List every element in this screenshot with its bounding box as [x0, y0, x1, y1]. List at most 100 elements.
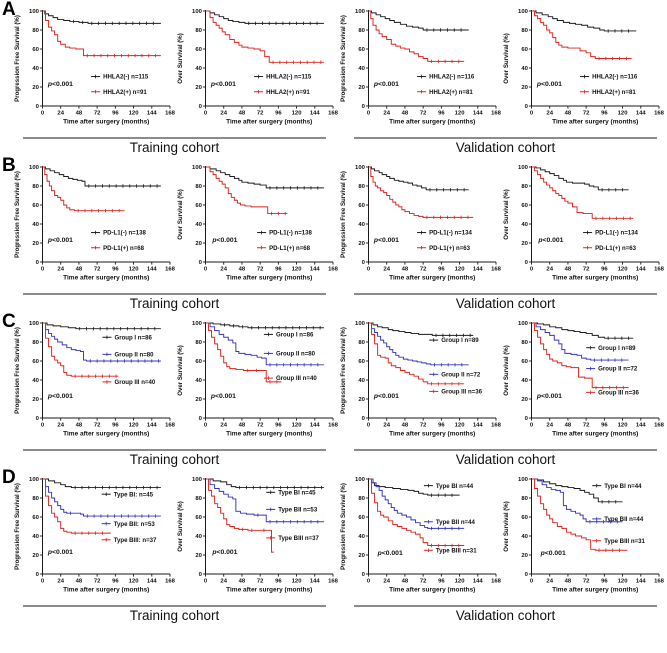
- y-tick-label: 20: [521, 397, 528, 403]
- survival-curve: [531, 166, 629, 191]
- x-tick-label: 0: [41, 579, 45, 585]
- x-axis-label: Time after surgery (months): [552, 275, 638, 282]
- survival-curve: [205, 10, 324, 63]
- x-tick-label: 24: [546, 111, 553, 117]
- survival-plot: 0 20 40 60 80 100 0 24 48 72 96 120 144 168 Over Survi…: [503, 165, 665, 282]
- x-tick-label: 24: [57, 423, 64, 429]
- x-tick-label: 0: [41, 267, 45, 273]
- x-tick-label: 48: [565, 423, 572, 429]
- panel-b-training-pfs: 0 20 40 60 80 100 0 24 48 72 96 120 144 168 Progressio…: [13, 158, 176, 293]
- y-tick-label: 100: [192, 477, 203, 483]
- p-value-label: p<0.001: [536, 393, 562, 400]
- legend-label: Group II n=80: [276, 351, 316, 358]
- x-tick-label: 24: [383, 267, 390, 273]
- legend-label: Type BI n=44: [604, 483, 642, 490]
- survival-curve: [205, 478, 274, 553]
- y-tick-label: 100: [355, 165, 366, 171]
- y-tick-label: 0: [36, 104, 40, 110]
- x-tick-label: 120: [292, 111, 303, 117]
- y-tick-label: 60: [32, 515, 39, 521]
- legend-label: Group II n=80: [114, 351, 154, 358]
- survival-curve: [42, 478, 161, 489]
- x-tick-label: 48: [402, 267, 409, 273]
- y-tick-label: 100: [29, 477, 40, 483]
- x-tick-label: 24: [546, 423, 553, 429]
- y-tick-label: 80: [521, 184, 528, 190]
- y-tick-label: 0: [525, 416, 529, 422]
- x-axis-label: Time after surgery (months): [63, 119, 149, 126]
- y-tick-label: 0: [362, 104, 366, 110]
- x-tick-label: 120: [129, 111, 140, 117]
- y-tick-label: 60: [358, 203, 365, 209]
- survival-plot: 0 20 40 60 80 100 0 24 48 72 96 120 144 168 Over Survi…: [177, 321, 339, 437]
- x-tick-label: 120: [129, 423, 140, 429]
- survival-curve: [368, 166, 469, 191]
- row-label-b: B: [2, 155, 16, 176]
- y-tick-label: 0: [525, 260, 529, 266]
- y-tick-label: 80: [195, 340, 202, 346]
- p-value-label: p<0.001: [47, 549, 73, 556]
- y-tick-label: 40: [358, 534, 365, 540]
- x-tick-label: 120: [618, 267, 629, 273]
- training-cohort-text: Training cohort: [129, 452, 220, 467]
- survival-curve: [205, 322, 324, 329]
- y-tick-label: 0: [362, 572, 366, 578]
- survival-curve: [368, 322, 465, 385]
- legend-label: Group I n=86: [276, 332, 314, 339]
- x-tick-label: 120: [129, 579, 140, 585]
- training-cohort-label: Training cohort: [23, 137, 326, 155]
- x-tick-label: 24: [220, 111, 227, 117]
- x-tick-label: 120: [292, 579, 303, 585]
- validation-cohort-text: Validation cohort: [455, 296, 556, 311]
- panel-c-training-pfs: 0 20 40 60 80 100 0 24 48 72 96 120 144 168 Progressio…: [13, 314, 176, 449]
- y-tick-label: 60: [521, 203, 528, 209]
- x-tick-label: 96: [438, 267, 445, 273]
- x-tick-label: 120: [129, 267, 140, 273]
- panel-b-validation-os: 0 20 40 60 80 100 0 24 48 72 96 120 144 168 Over Survi…: [502, 158, 665, 293]
- legend-label: Group III n=36: [441, 389, 482, 396]
- x-tick-label: 168: [654, 267, 665, 273]
- legend-label: Type BII: n=53: [114, 521, 156, 528]
- y-tick-label: 20: [358, 553, 365, 559]
- legend-label: Group II n=72: [441, 371, 481, 378]
- y-axis-label: Over Survival (%): [503, 189, 510, 239]
- x-tick-label: 24: [383, 423, 390, 429]
- x-tick-label: 96: [112, 423, 119, 429]
- y-tick-label: 60: [195, 203, 202, 209]
- x-tick-label: 144: [310, 267, 321, 273]
- x-tick-label: 120: [618, 111, 629, 117]
- x-tick-label: 72: [420, 579, 427, 585]
- survival-plot: 0 20 40 60 80 100 0 24 48 72 96 120 144 168 Progressio…: [340, 9, 502, 125]
- panel-d-training-os: 0 20 40 60 80 100 0 24 48 72 96 120 144 168 Over Survi…: [176, 470, 339, 605]
- panel-c-validation-os: 0 20 40 60 80 100 0 24 48 72 96 120 144 168 Over Survi…: [502, 314, 665, 449]
- y-tick-label: 80: [32, 340, 39, 346]
- y-tick-label: 80: [521, 340, 528, 346]
- x-tick-label: 0: [41, 111, 45, 117]
- y-tick-label: 60: [32, 47, 39, 53]
- x-tick-label: 24: [57, 267, 64, 273]
- row-c-panels: 0 20 40 60 80 100 0 24 48 72 96 120 144 168 Progressio…: [13, 314, 667, 449]
- x-tick-label: 96: [275, 111, 282, 117]
- x-tick-label: 72: [420, 423, 427, 429]
- x-tick-label: 168: [165, 267, 176, 273]
- legend-label: Type BII n=44: [436, 519, 476, 526]
- survival-curve: [368, 478, 465, 529]
- survival-plot: 0 20 40 60 80 100 0 24 48 72 96 120 144 168 Progressio…: [14, 321, 176, 437]
- y-tick-label: 60: [521, 515, 528, 521]
- row-b-cohort-labels: Training cohort Validation cohort: [23, 293, 657, 311]
- p-value-label: p<0.001: [47, 81, 73, 88]
- y-tick-label: 0: [199, 104, 203, 110]
- survival-curve: [42, 478, 161, 517]
- x-tick-label: 96: [112, 111, 119, 117]
- x-tick-label: 48: [76, 267, 83, 273]
- survival-plot: 0 20 40 60 80 100 0 24 48 72 96 120 144 168 Over Survi…: [177, 9, 339, 125]
- validation-cohort-text: Validation cohort: [455, 140, 556, 155]
- x-tick-label: 144: [636, 579, 647, 585]
- y-tick-label: 40: [358, 66, 365, 72]
- y-tick-label: 0: [525, 572, 529, 578]
- legend-label: Group I n=89: [441, 337, 479, 344]
- x-tick-label: 144: [473, 423, 484, 429]
- x-tick-label: 0: [367, 579, 371, 585]
- x-axis-label: Time after surgery (months): [389, 431, 475, 438]
- x-tick-label: 144: [310, 579, 321, 585]
